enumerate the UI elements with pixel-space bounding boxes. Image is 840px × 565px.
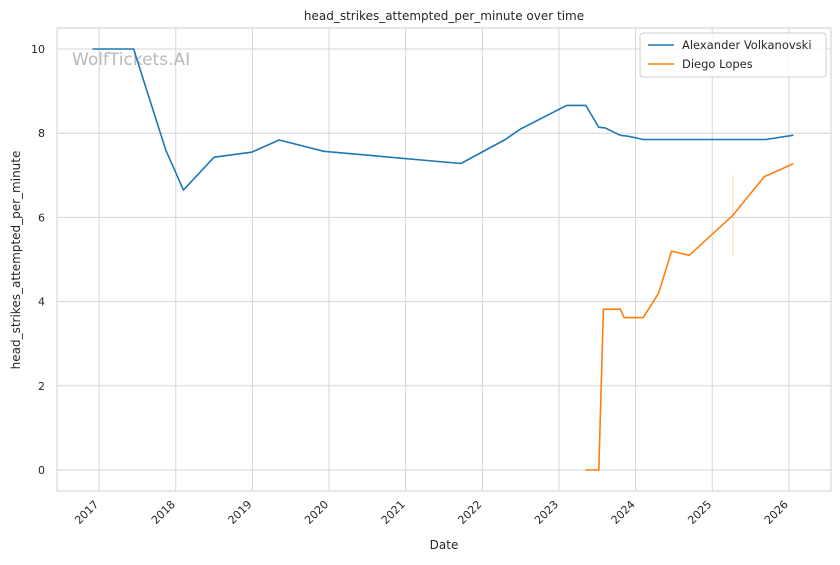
legend-label-lopes: Diego Lopes [682, 57, 753, 71]
legend-box [639, 32, 827, 78]
y-tick-label: 4 [38, 296, 45, 309]
y-tick-label: 6 [38, 211, 45, 224]
series-line-lopes [584, 163, 794, 471]
plot-area [56, 27, 832, 492]
watermark: WolfTickets.AI [72, 50, 190, 70]
y-tick-label: 0 [38, 464, 45, 477]
chart-title: head_strikes_attempted_per_minute over t… [304, 9, 584, 23]
y-axis-label: head_strikes_attempted_per_minute [9, 151, 23, 370]
grid [57, 28, 831, 491]
y-axis-ticks: 0 2 4 6 8 10 [31, 43, 45, 477]
series-line-volkanovski [92, 48, 794, 191]
y-tick-label: 10 [31, 43, 45, 56]
series-lines [92, 48, 794, 471]
legend-label-volkanovski: Alexander Volkanovski [682, 38, 812, 52]
x-axis-label: Date [430, 538, 459, 552]
y-tick-label: 8 [38, 127, 45, 140]
legend: Alexander Volkanovski Diego Lopes [639, 32, 827, 78]
y-tick-label: 2 [38, 380, 45, 393]
